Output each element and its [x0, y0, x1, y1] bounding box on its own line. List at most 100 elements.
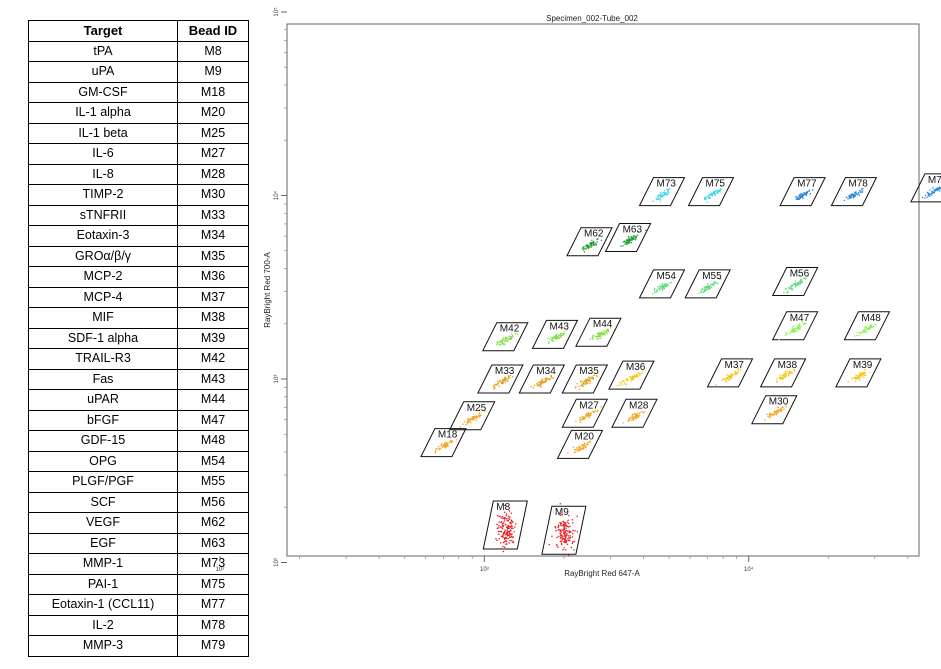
- event-dot: [708, 195, 710, 198]
- event-dot: [622, 379, 625, 382]
- event-dot: [664, 282, 666, 285]
- target-cell: TIMP-2: [28, 184, 178, 206]
- event-dot: [587, 444, 589, 446]
- event-dot: [845, 196, 848, 198]
- event-dot: [502, 541, 505, 544]
- table-row: TIMP-2 M30: [28, 184, 249, 206]
- bead-id-cell: M28: [177, 163, 249, 185]
- event-dot: [711, 283, 714, 285]
- event-dot: [499, 530, 501, 533]
- event-dot: [926, 196, 928, 199]
- event-dot: [558, 337, 560, 339]
- event-dot: [566, 328, 568, 331]
- gate-label: M8: [496, 502, 510, 513]
- target-cell: PAI-1: [28, 573, 178, 595]
- event-dot: [512, 334, 514, 336]
- event-dot: [576, 515, 578, 518]
- event-dot: [638, 412, 640, 415]
- table-row: Eotaxin-3 M34: [28, 225, 249, 247]
- event-dot: [592, 376, 595, 379]
- gate-label: M55: [702, 271, 722, 282]
- event-dot: [510, 333, 513, 335]
- event-dot: [851, 377, 853, 380]
- gate-label: M18: [438, 430, 458, 441]
- gate-m79: M79: [910, 173, 941, 203]
- y-tick-label: 10³: [274, 375, 280, 384]
- event-dot: [869, 327, 872, 329]
- event-dot: [503, 341, 505, 343]
- event-dot: [852, 195, 855, 198]
- event-dot: [565, 540, 568, 542]
- target-cell: MCP-4: [28, 286, 178, 308]
- event-dot: [715, 384, 718, 386]
- event-dot: [764, 419, 766, 421]
- event-dot: [630, 241, 633, 244]
- event-dot: [561, 529, 564, 531]
- event-dot: [581, 383, 583, 385]
- event-dot: [586, 378, 589, 380]
- event-dot: [805, 194, 808, 197]
- event-dot: [480, 414, 482, 417]
- event-dot: [708, 197, 710, 199]
- event-dot: [504, 336, 507, 339]
- event-dot: [507, 340, 509, 342]
- event-dot: [545, 379, 548, 382]
- event-dot: [470, 421, 472, 424]
- event-dot: [594, 244, 596, 246]
- event-dot: [469, 420, 471, 423]
- event-dot: [585, 382, 588, 384]
- event-dot: [706, 286, 709, 288]
- y-tick-label: 10⁵: [273, 7, 280, 17]
- gate-outline: [531, 319, 579, 349]
- event-dot: [554, 525, 556, 528]
- event-dot: [783, 374, 786, 377]
- event-dot: [602, 333, 604, 336]
- event-dot: [511, 520, 513, 523]
- event-dot: [585, 414, 587, 417]
- event-dot: [628, 237, 630, 239]
- event-dot: [657, 198, 660, 200]
- event-dot: [737, 367, 739, 369]
- event-dot: [722, 378, 724, 380]
- event-dot: [592, 378, 595, 380]
- event-dot: [784, 334, 787, 336]
- gate-label: M62: [584, 229, 604, 240]
- gate-m73: M73: [638, 177, 686, 207]
- event-dot: [533, 384, 536, 387]
- target-cell: MMP-3: [28, 635, 178, 657]
- event-dot: [794, 331, 796, 334]
- event-dot: [623, 381, 626, 383]
- event-dot: [558, 535, 560, 538]
- event-dot: [437, 445, 440, 448]
- event-dot: [932, 187, 934, 189]
- event-dot: [504, 529, 506, 531]
- gate-outline: [518, 364, 566, 394]
- gate-m48: M48: [843, 311, 891, 341]
- event-dot: [858, 331, 861, 333]
- table-body: tPA M8 uPA M9 GM-CSF M18 IL-1 alpha M20 IL-1 bet…: [28, 40, 249, 657]
- event-dot: [502, 339, 504, 342]
- event-dot: [467, 419, 469, 422]
- table-row: VEGF M62: [28, 512, 249, 534]
- event-dot: [788, 287, 790, 289]
- gate-m55: M55: [684, 269, 732, 299]
- gate-m78: M78: [830, 177, 878, 207]
- event-dot: [589, 413, 592, 416]
- event-dot: [713, 192, 715, 195]
- event-dot: [511, 539, 513, 542]
- event-dot: [576, 446, 578, 449]
- event-dot: [630, 380, 632, 382]
- event-dot: [496, 341, 499, 343]
- event-dot: [662, 191, 664, 194]
- event-dot: [804, 192, 807, 194]
- event-dot: [857, 192, 860, 195]
- event-dot: [507, 532, 509, 535]
- event-dot: [712, 284, 715, 287]
- event-dot: [783, 291, 785, 294]
- x-axis-label: RayBright Red 647-A: [564, 569, 640, 578]
- event-dot: [812, 185, 815, 187]
- event-dot: [631, 375, 634, 378]
- event-dot: [592, 338, 594, 340]
- event-dot: [930, 194, 933, 196]
- event-dot: [627, 241, 630, 243]
